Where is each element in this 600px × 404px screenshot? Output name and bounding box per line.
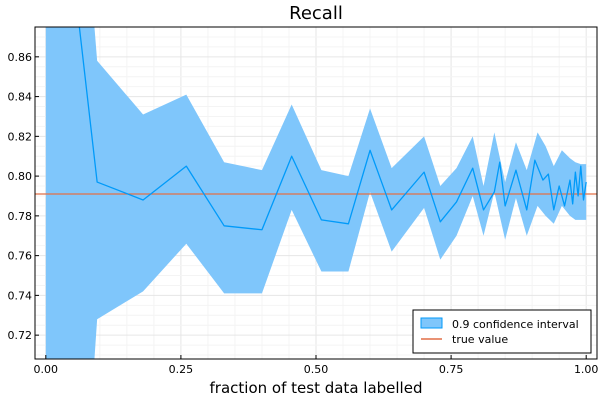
recall-estimate-line <box>78 27 587 231</box>
legend-swatch-band <box>420 317 443 329</box>
legend-box <box>412 309 592 354</box>
x-axis-title: fraction of test data labelled <box>210 379 423 397</box>
y-tick-label: 0.82 <box>8 130 33 143</box>
legend-label-band: 0.9 confidence interval <box>452 318 579 331</box>
x-tick-label: 0.75 <box>439 363 464 376</box>
legend-label-line: true value <box>452 333 508 346</box>
axis-ticks: 0.00 0.25 0.50 0.75 1.00 0.72 0.74 0.76 0.78 0.80… <box>8 51 599 376</box>
y-tick-label: 0.80 <box>8 170 33 183</box>
x-tick-label: 0.00 <box>34 363 59 376</box>
confidence-band <box>45 27 587 359</box>
y-tick-label: 0.86 <box>8 51 33 64</box>
y-tick-label: 0.74 <box>8 289 33 302</box>
y-tick-label: 0.76 <box>8 250 33 263</box>
chart-title: Recall <box>289 3 343 24</box>
x-tick-label: 1.00 <box>574 363 599 376</box>
y-tick-label: 0.72 <box>8 329 33 342</box>
x-tick-label: 0.25 <box>169 363 194 376</box>
x-tick-label: 0.50 <box>304 363 329 376</box>
legend: 0.9 confidence interval true value <box>412 309 592 354</box>
y-tick-label: 0.84 <box>8 91 33 104</box>
plot-area <box>35 27 597 359</box>
y-tick-label: 0.78 <box>8 210 33 223</box>
